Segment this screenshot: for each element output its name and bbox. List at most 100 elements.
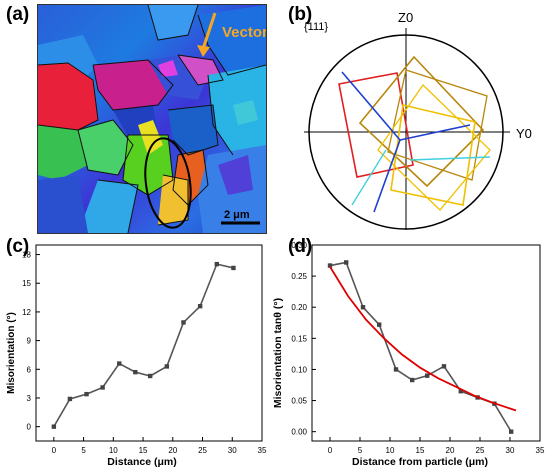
data-point xyxy=(117,361,122,366)
y-tick-label: 0.25 xyxy=(291,272,307,281)
grain xyxy=(123,135,173,195)
data-point xyxy=(147,373,153,379)
grain xyxy=(233,100,258,125)
x-tick-label: 20 xyxy=(168,446,177,455)
vector-arrow xyxy=(201,12,217,50)
x-tick-label: 20 xyxy=(446,446,455,455)
grain xyxy=(198,5,266,75)
data-point xyxy=(197,303,203,309)
chart-c-xlabel: Distance (μm) xyxy=(107,456,176,468)
x-tick-label: 30 xyxy=(506,446,515,455)
panel-label-b: (b) xyxy=(288,4,313,25)
chart-c-axes: 0 5 10 15 20 25 30 35 0 3 6 9 12 15 18 xyxy=(22,244,267,455)
vector-arrowhead xyxy=(197,45,210,57)
pole-figure-blue-line xyxy=(399,124,471,141)
data-point xyxy=(377,322,382,327)
chart-d-marks xyxy=(327,260,517,434)
y-tick-label: 0.15 xyxy=(291,334,307,343)
data-point xyxy=(214,261,219,267)
vector-label: Vector xyxy=(222,24,266,41)
highlight-ellipse xyxy=(144,137,192,229)
pole-figure-gold-square xyxy=(358,55,485,188)
y-tick-label: 18 xyxy=(22,251,31,260)
pole-figure-cyan-line xyxy=(351,149,387,206)
series-line xyxy=(53,263,234,428)
x-tick-label: 15 xyxy=(416,446,425,455)
chart-d-axes: 0 5 10 15 20 25 30 35 0.00 0.05 0.10 0.15 0.20 0.25 0.… xyxy=(291,241,545,455)
data-point xyxy=(181,320,186,325)
x-tick-label: 25 xyxy=(198,446,207,455)
y-tick-label: 12 xyxy=(22,308,31,317)
pole-figure-axis-y0: Y0 xyxy=(516,126,532,141)
pole-figure-cyan-line xyxy=(409,156,491,161)
ebsd-grain-layer: Vector 2 μm xyxy=(38,5,266,233)
panel-label-d: (d) xyxy=(288,236,313,257)
grain xyxy=(138,120,163,155)
pole-figure-blue-line xyxy=(341,71,401,141)
pole-figure-yellow-square xyxy=(377,83,491,211)
y-tick-label: 6 xyxy=(27,365,32,374)
y-tick-label: 15 xyxy=(22,279,31,288)
grain xyxy=(78,180,138,233)
data-point xyxy=(425,373,430,378)
chart-c-marks xyxy=(51,261,236,429)
x-tick-label: 35 xyxy=(536,446,545,455)
pole-figure-red-square xyxy=(338,72,414,178)
chart-d: 0 5 10 15 20 25 30 35 0.00 0.05 0.10 0.15 0.20 0.25 0.… xyxy=(272,241,545,468)
data-point xyxy=(327,263,333,268)
scale-bar-label: 2 μm xyxy=(224,209,250,221)
y-tick-label: 0.05 xyxy=(291,397,307,406)
x-tick-label: 10 xyxy=(386,446,395,455)
y-tick-label: 0.00 xyxy=(291,428,307,437)
x-tick-label: 10 xyxy=(109,446,118,455)
data-point xyxy=(133,369,138,375)
data-point xyxy=(509,429,514,434)
pole-figure: {111} Z0 Y0 xyxy=(304,10,532,230)
x-tick-label: 5 xyxy=(358,446,363,455)
data-point xyxy=(51,424,57,429)
data-point xyxy=(164,364,170,369)
series-line xyxy=(329,261,512,433)
x-tick-label: 35 xyxy=(258,446,267,455)
y-tick-label: 9 xyxy=(27,337,32,346)
data-point xyxy=(360,305,366,310)
grain xyxy=(168,105,218,155)
pole-figure-axis-z0: Z0 xyxy=(398,10,413,25)
pole-figure-yellow-square xyxy=(390,104,476,206)
y-tick-label: 0.10 xyxy=(291,365,307,374)
grain xyxy=(93,60,173,110)
pole-figure-blue-line xyxy=(373,139,401,213)
grain xyxy=(38,63,98,130)
x-tick-label: 30 xyxy=(228,446,237,455)
grain xyxy=(158,60,178,77)
y-tick-label: 0.20 xyxy=(291,303,307,312)
plot-frame xyxy=(311,244,541,442)
grain xyxy=(218,155,253,195)
grain-boundaries xyxy=(38,5,266,233)
grain xyxy=(38,125,88,180)
data-point xyxy=(100,385,105,390)
x-tick-label: 5 xyxy=(81,446,86,455)
x-tick-label: 0 xyxy=(52,446,57,455)
data-point xyxy=(458,389,463,394)
panel-label-c: (c) xyxy=(6,236,30,257)
grain xyxy=(38,175,88,233)
x-tick-label: 15 xyxy=(139,446,148,455)
data-point xyxy=(441,364,447,369)
x-tick-label: 0 xyxy=(328,446,333,455)
data-point xyxy=(231,265,236,271)
pole-figure-projection-label: {111} xyxy=(304,21,328,33)
fit-curve xyxy=(329,266,517,412)
data-point xyxy=(84,391,89,397)
data-point xyxy=(67,396,73,402)
panel-label-a: (a) xyxy=(6,4,30,25)
chart-d-xlabel: Distance from particle (μm) xyxy=(352,456,488,468)
chart-c: 0 5 10 15 20 25 30 35 0 3 6 9 12 15 18 Distance (μm) M… xyxy=(6,244,267,468)
grain xyxy=(148,5,198,40)
x-tick-label: 25 xyxy=(476,446,485,455)
y-tick-label: 0 xyxy=(27,423,32,432)
y-tick-label: 0.30 xyxy=(291,241,307,250)
y-tick-label: 3 xyxy=(27,394,32,403)
data-point xyxy=(410,377,415,383)
grain xyxy=(78,120,133,175)
